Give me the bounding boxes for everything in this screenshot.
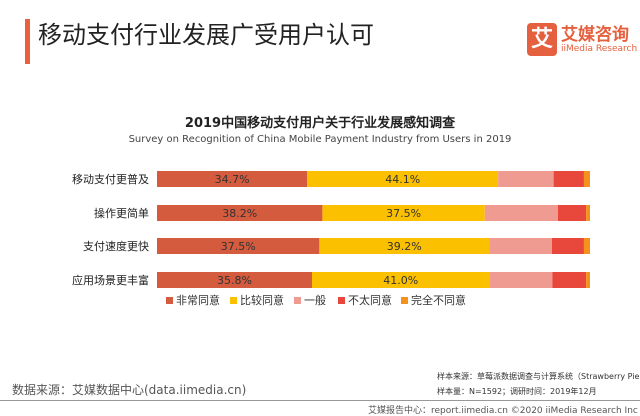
bar-segment bbox=[498, 171, 554, 187]
page-title: 移动支付行业发展广受用户认可 bbox=[38, 21, 374, 49]
legend-label: 非常同意 bbox=[176, 293, 220, 307]
data-label: 38.2% bbox=[222, 207, 257, 220]
logo-cn-text: 艾媒咨询 bbox=[561, 25, 629, 45]
title-accent-bar bbox=[25, 19, 30, 64]
bar-segment bbox=[489, 238, 552, 254]
bar-segment bbox=[489, 272, 553, 288]
legend-swatch bbox=[294, 297, 301, 304]
legend-swatch bbox=[230, 297, 237, 304]
sample-size: 样本量：N=1592；调研时间：2019年12月 bbox=[437, 387, 597, 396]
bar-segment bbox=[583, 171, 590, 187]
bar-segment bbox=[319, 238, 490, 254]
bar-segment bbox=[157, 205, 323, 221]
legend-label: 一般 bbox=[304, 294, 326, 307]
bar-segment bbox=[312, 272, 490, 288]
category-label: 应用场景更丰富 bbox=[72, 273, 149, 287]
bar-segment bbox=[583, 238, 590, 254]
data-label: 37.5% bbox=[221, 240, 256, 253]
bar-segment bbox=[586, 272, 590, 288]
stacked-bar-chart: 移动支付更普及 34.7% 44.1% 操作更简单 38.2% 37.5% 支付速度更快 37… bbox=[72, 171, 590, 307]
footer-divider bbox=[0, 400, 640, 401]
legend-swatch bbox=[401, 297, 408, 304]
legend-label: 完全不同意 bbox=[411, 293, 466, 307]
legend-label: 比较同意 bbox=[240, 293, 284, 307]
data-label: 37.5% bbox=[386, 207, 421, 220]
chart-subtitle: Survey on Recognition of China Mobile Pa… bbox=[128, 134, 512, 145]
legend-swatch bbox=[338, 297, 345, 304]
copyright: 艾媒报告中心：report.iimedia.cn ©2020 iiMedia R… bbox=[368, 406, 638, 416]
category-label: 操作更简单 bbox=[94, 206, 149, 220]
bar-segment bbox=[157, 171, 308, 187]
bar-segment bbox=[157, 272, 313, 288]
bar-segment bbox=[557, 205, 587, 221]
logo-en-text: iiMedia Research bbox=[561, 44, 638, 54]
bar-segment bbox=[551, 238, 584, 254]
data-label: 34.7% bbox=[215, 173, 250, 186]
bar-segment bbox=[157, 238, 320, 254]
category-label: 移动支付更普及 bbox=[72, 172, 149, 186]
bar-segment bbox=[307, 171, 499, 187]
bar-segment bbox=[484, 205, 558, 221]
category-label: 支付速度更快 bbox=[83, 239, 149, 253]
data-label: 39.2% bbox=[387, 240, 422, 253]
data-label: 44.1% bbox=[385, 173, 420, 186]
data-source: 数据来源：艾媒数据中心(data.iimedia.cn) bbox=[12, 383, 247, 397]
bar-segment bbox=[586, 205, 590, 221]
legend-label: 不太同意 bbox=[348, 293, 392, 307]
legend-swatch bbox=[166, 297, 173, 304]
data-label: 35.8% bbox=[217, 274, 252, 287]
bar-segment bbox=[322, 205, 485, 221]
logo-mark: 艾 bbox=[527, 23, 557, 56]
chart-title: 2019中国移动支付用户关于行业发展感知调查 bbox=[184, 116, 456, 131]
iimedia-logo: 艾 艾媒咨询 iiMedia Research bbox=[527, 20, 637, 60]
data-label: 41.0% bbox=[383, 274, 418, 287]
bar-segment bbox=[553, 171, 584, 187]
bar-segment bbox=[552, 272, 587, 288]
sample-source: 样本来源：草莓派数据调查与计算系统（Strawberry Pie） bbox=[437, 372, 640, 381]
